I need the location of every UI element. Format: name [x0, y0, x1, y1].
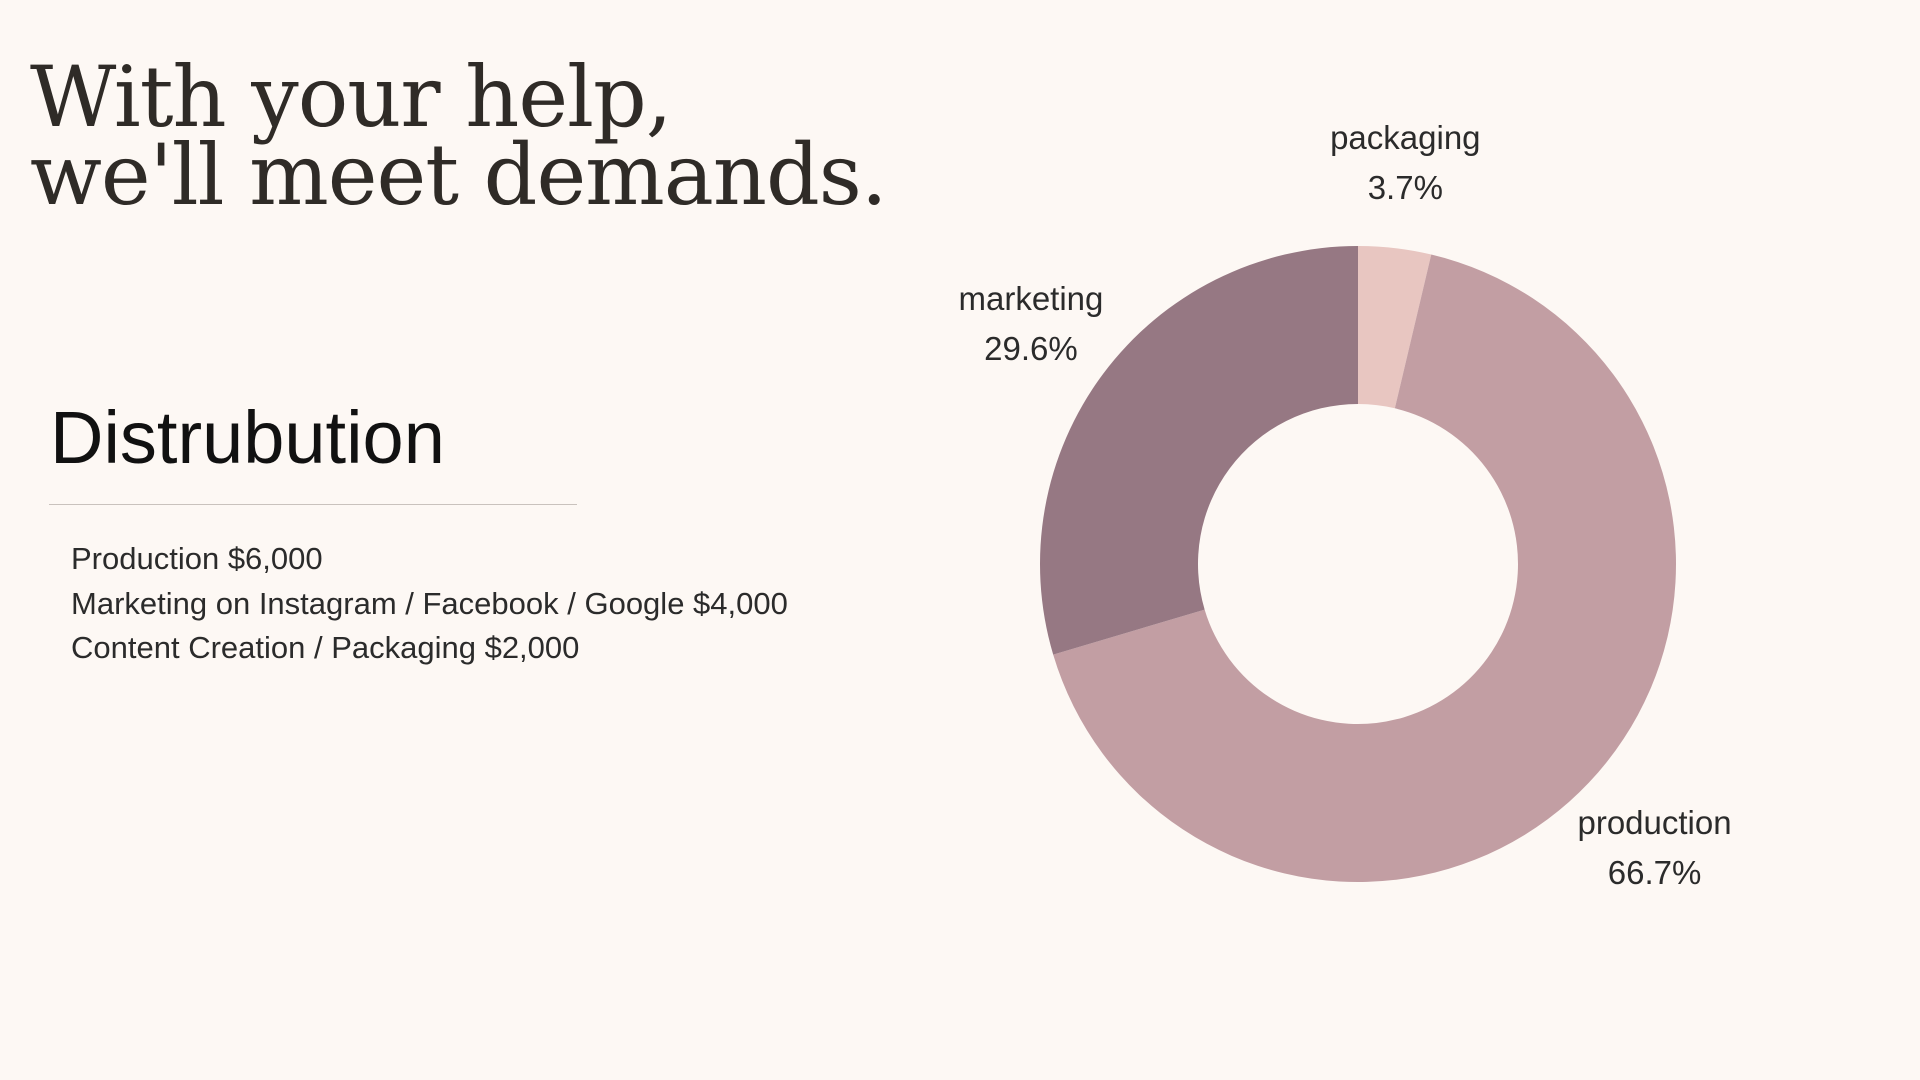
section-title: Distrubution: [50, 396, 445, 479]
label-production-value: 66.7%: [1608, 854, 1702, 891]
label-packaging-name: packaging: [1330, 119, 1480, 156]
slice-production: [1053, 254, 1676, 882]
budget-item-content-packaging: Content Creation / Packaging $2,000: [71, 630, 580, 665]
label-marketing-name: marketing: [959, 280, 1104, 317]
headline: With your help, we'll meet demands.: [30, 48, 888, 224]
budget-item-production: Production $6,000: [71, 541, 323, 576]
slice-marketing: [1040, 246, 1358, 655]
label-packaging-value: 3.7%: [1368, 169, 1443, 206]
budget-item-marketing: Marketing on Instagram / Facebook / Goog…: [71, 585, 788, 621]
chart-labels: packaging 3.7% production 66.7% marketing 29.…: [959, 119, 1732, 891]
label-production-name: production: [1577, 804, 1731, 841]
slice-packaging: [1358, 246, 1432, 409]
section-divider: [49, 504, 577, 505]
chart-slices: [1040, 246, 1676, 882]
headline-line-2: we'll meet demands.: [30, 126, 888, 224]
label-marketing-value: 29.6%: [984, 330, 1078, 367]
budget-list: Production $6,000 Marketing on Instagram…: [71, 537, 788, 671]
headline-line-1: With your help,: [30, 48, 672, 146]
